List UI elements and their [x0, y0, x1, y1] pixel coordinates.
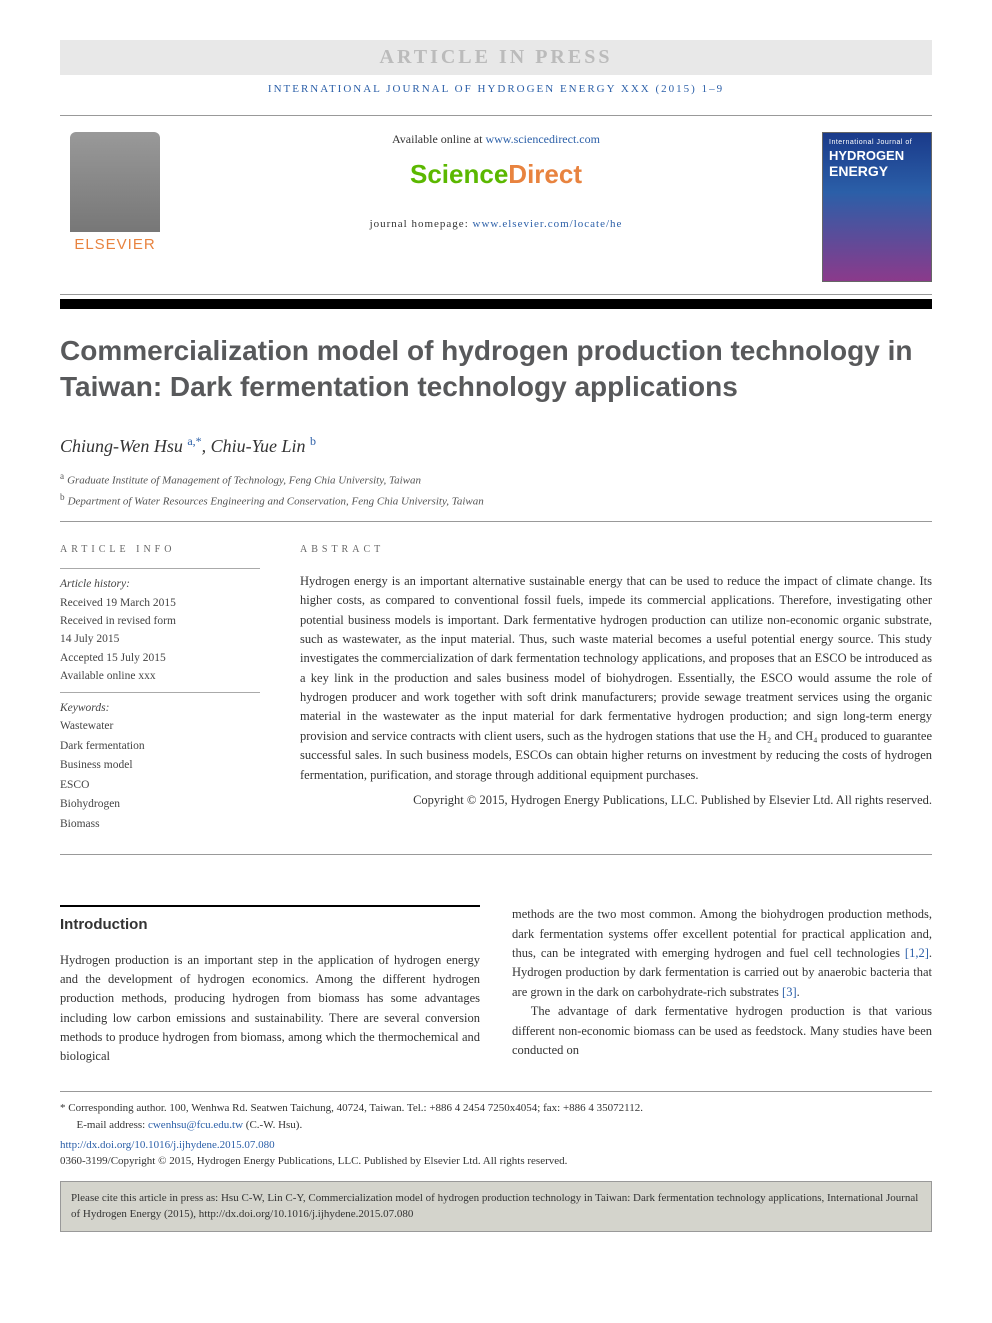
article-info-heading: ARTICLE INFO [60, 542, 260, 558]
keyword: Biomass [60, 815, 260, 835]
body-text: . [797, 985, 800, 999]
citation-link[interactable]: [1,2] [905, 946, 929, 960]
abstract-heading: ABSTRACT [300, 542, 932, 558]
doi-link[interactable]: http://dx.doi.org/10.1016/j.ijhydene.201… [60, 1139, 275, 1151]
history-accepted: Accepted 15 July 2015 [60, 649, 260, 667]
author-2[interactable]: Chiu-Yue Lin [211, 436, 306, 456]
author-1-sup: a,* [187, 434, 201, 448]
abstract-column: ABSTRACT Hydrogen energy is an important… [300, 542, 932, 834]
author-2-sup: b [310, 434, 316, 448]
sd-science: Science [410, 159, 508, 189]
keyword: Dark fermentation [60, 737, 260, 757]
cover-line2: HYDROGEN [829, 148, 925, 163]
keywords-list: Wastewater Dark fermentation Business mo… [60, 717, 260, 834]
email-suffix: (C.-W. Hsu). [243, 1119, 302, 1131]
divider [60, 854, 932, 855]
cite-this-article-box: Please cite this article in press as: Hs… [60, 1181, 932, 1232]
sciencedirect-url-link[interactable]: www.sciencedirect.com [485, 132, 600, 146]
available-prefix: Available online at [392, 132, 485, 146]
journal-homepage-line: journal homepage: www.elsevier.com/locat… [190, 218, 802, 230]
cover-line1: International Journal of [829, 139, 925, 146]
footer-copyright: 0360-3199/Copyright © 2015, Hydrogen Ene… [60, 1155, 932, 1167]
keyword: Biohydrogen [60, 795, 260, 815]
affiliation-b: Department of Water Resources Engineerin… [68, 496, 484, 508]
divider [60, 521, 932, 522]
journal-cover-thumbnail[interactable]: International Journal of HYDROGEN ENERGY [822, 132, 932, 282]
email-label: E-mail address: [77, 1119, 148, 1131]
article-title: Commercialization model of hydrogen prod… [60, 333, 932, 406]
elsevier-label: ELSEVIER [60, 236, 170, 253]
journal-reference: INTERNATIONAL JOURNAL OF HYDROGEN ENERGY… [60, 83, 932, 95]
abstract-copyright: Copyright © 2015, Hydrogen Energy Public… [300, 791, 932, 810]
history-revised-2: 14 July 2015 [60, 630, 260, 648]
citation-link[interactable]: [3] [782, 985, 797, 999]
keyword: Wastewater [60, 717, 260, 737]
sd-direct: Direct [508, 159, 582, 189]
black-divider-bar [60, 299, 932, 309]
footnotes: * Corresponding author. 100, Wenhwa Rd. … [60, 1100, 932, 1135]
body-paragraph: methods are the two most common. Among t… [512, 905, 932, 1002]
history-label: Article history: [60, 575, 260, 593]
history-online: Available online xxx [60, 667, 260, 685]
authors-line: Chiung-Wen Hsu a,*, Chiu-Yue Lin b [60, 434, 932, 457]
affiliation-a: Graduate Institute of Management of Tech… [67, 474, 421, 486]
sciencedirect-logo[interactable]: ScienceDirect [190, 159, 802, 190]
history-received: Received 19 March 2015 [60, 594, 260, 612]
keyword: ESCO [60, 776, 260, 796]
corresponding-label: * Corresponding author. [60, 1102, 169, 1114]
corresponding-text: 100, Wenhwa Rd. Seatwen Taichung, 40724,… [169, 1102, 643, 1114]
info-divider [60, 692, 260, 693]
footer-divider [60, 1091, 932, 1092]
keywords-label: Keywords: [60, 699, 260, 717]
abstract-text: Hydrogen energy is an important alternat… [300, 572, 932, 785]
body-paragraph: Hydrogen production is an important step… [60, 951, 480, 1067]
author-1[interactable]: Chiung-Wen Hsu [60, 436, 183, 456]
article-info-column: ARTICLE INFO Article history: Received 1… [60, 542, 260, 834]
body-text: methods are the two most common. Among t… [512, 907, 932, 960]
affiliations: aGraduate Institute of Management of Tec… [60, 469, 932, 512]
history-revised-1: Received in revised form [60, 612, 260, 630]
article-in-press-banner: ARTICLE IN PRESS [60, 40, 932, 75]
body-columns: Introduction Hydrogen production is an i… [60, 905, 932, 1067]
body-paragraph: The advantage of dark fermentative hydro… [512, 1002, 932, 1060]
elsevier-logo-block[interactable]: ELSEVIER [60, 132, 170, 253]
elsevier-tree-icon [70, 132, 160, 232]
section-heading-introduction: Introduction [60, 905, 480, 936]
cover-line3: ENERGY [829, 163, 925, 179]
journal-homepage-link[interactable]: www.elsevier.com/locate/he [473, 218, 623, 230]
available-online-line: Available online at www.sciencedirect.co… [190, 132, 802, 147]
info-divider [60, 568, 260, 569]
header-box: ELSEVIER Available online at www.science… [60, 115, 932, 295]
keyword: Business model [60, 756, 260, 776]
homepage-prefix: journal homepage: [370, 218, 473, 230]
email-link[interactable]: cwenhsu@fcu.edu.tw [148, 1119, 243, 1131]
